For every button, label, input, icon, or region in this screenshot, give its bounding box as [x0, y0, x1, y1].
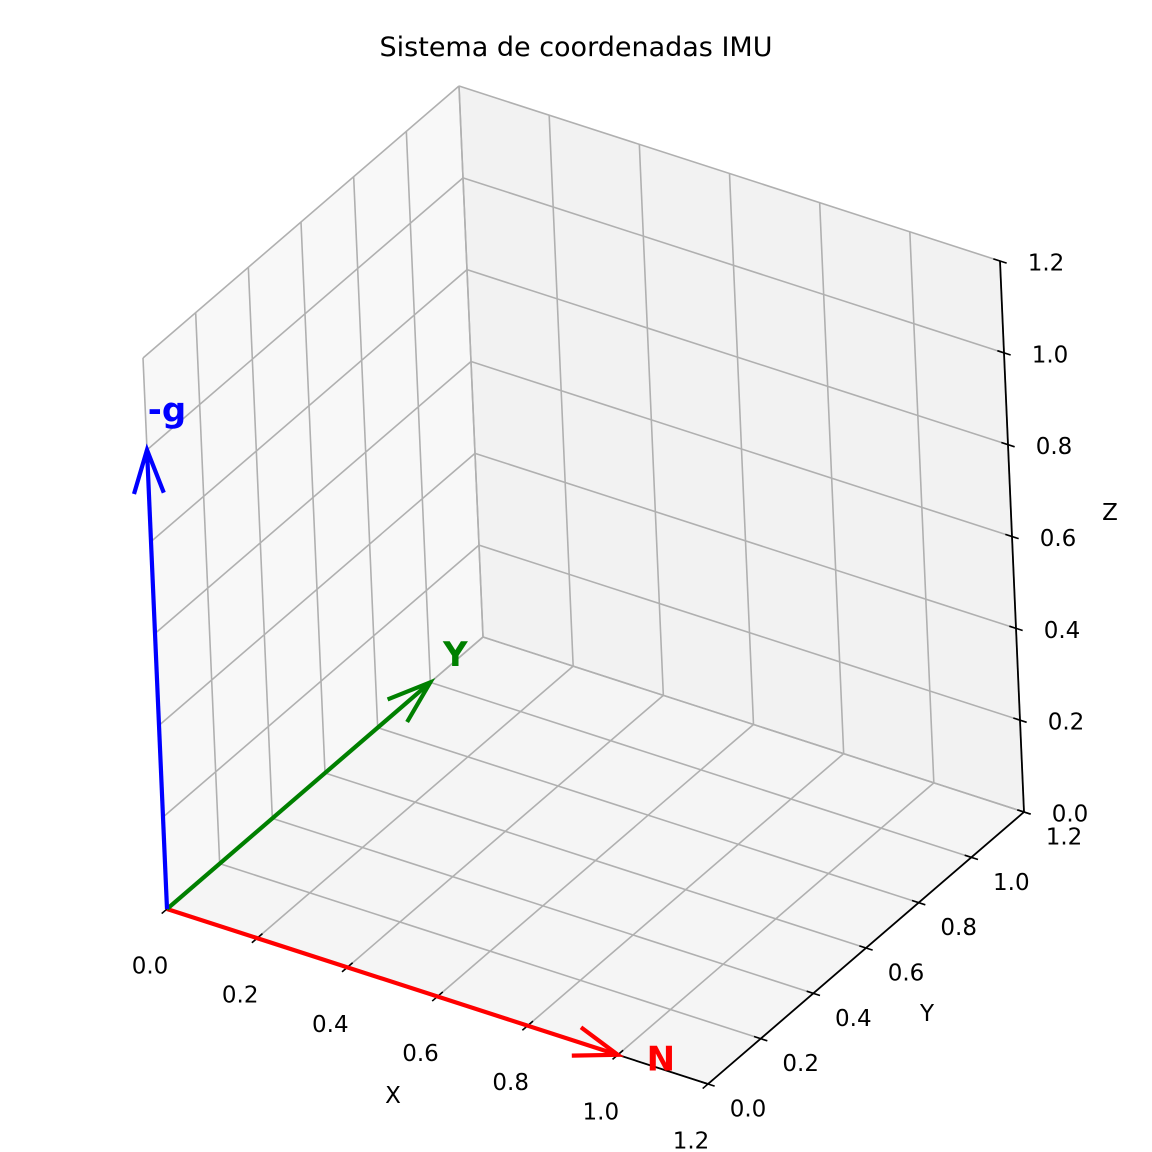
z-tick-mark	[1001, 441, 1015, 448]
vector-shaft	[166, 907, 619, 1057]
y-tick-label: 0.4	[835, 1006, 872, 1032]
x-tick-label: 1.2	[673, 1129, 710, 1152]
z-tick-mark	[1017, 809, 1031, 815]
vector-arrowhead	[131, 443, 166, 495]
grid-line-z-back	[482, 636, 1025, 813]
y-tick-mark	[753, 1035, 768, 1042]
z-tick-mark	[1005, 533, 1019, 540]
vector-shaft	[144, 449, 170, 910]
tick-labels: 0.00.20.40.60.81.01.20.00.20.40.60.81.01…	[132, 251, 1089, 1152]
x-tick-label: 1.0	[583, 1099, 620, 1125]
grid-line-z-back	[462, 177, 1005, 354]
y-tick-label: 1.2	[1046, 825, 1083, 851]
vector-shaft	[165, 680, 432, 911]
grid-line-y-floor	[377, 726, 919, 904]
grid-line-y-floor	[219, 862, 761, 1040]
z-tick-mark	[1009, 625, 1023, 632]
vector-0: N	[166, 907, 675, 1079]
vector-label: Y	[442, 635, 468, 675]
vector-label: N	[647, 1039, 675, 1079]
grid-line-y-floor	[324, 772, 867, 949]
chart-title: Sistema de coordenadas IMU	[380, 32, 773, 63]
z-tick-label: 0.6	[1040, 526, 1077, 552]
y-tick-mark	[701, 1081, 715, 1087]
vector-label: -g	[148, 390, 186, 430]
grid-line-z-left	[146, 177, 464, 451]
y-tick-mark	[964, 854, 979, 861]
x-axis-label: X	[385, 1083, 401, 1109]
z-tick-mark	[997, 349, 1011, 356]
y-tick-label: 0.8	[940, 915, 977, 941]
vector-arrowhead	[571, 1025, 624, 1058]
grid-line-z-left	[158, 452, 476, 726]
y-tick-mark	[806, 990, 821, 997]
vectors: N Y -g	[131, 390, 675, 1079]
grid-line-y-floor	[430, 681, 972, 859]
vector-arrowhead	[386, 678, 436, 724]
z-tick-label: 0.2	[1048, 710, 1085, 736]
y-axis-label: Y	[919, 1001, 935, 1027]
grid-line-z-back	[478, 544, 1021, 721]
grid-line-z-left	[162, 544, 480, 818]
grid-line-y-floor	[272, 817, 814, 995]
z-tick-mark	[993, 258, 1007, 264]
grid-line-z-left	[150, 269, 468, 543]
y-tick-label: 0.0	[730, 1097, 767, 1123]
grid-line-z-back	[466, 268, 1009, 446]
z-tick-label: 0.0	[1052, 802, 1089, 828]
grid-line-z-back	[470, 360, 1013, 538]
z-tick-mark	[1013, 717, 1027, 724]
x-tick-label: 0.0	[132, 954, 169, 980]
x-tick-label: 0.2	[222, 983, 259, 1009]
grid-line-z-back	[474, 452, 1017, 630]
y-tick-mark	[911, 899, 926, 906]
grid-line-z-left	[142, 85, 460, 359]
grid-line-z-left	[154, 360, 472, 635]
axis-panes	[142, 84, 1026, 1085]
y-tick-label: 1.0	[993, 870, 1030, 896]
y-tick-label: 0.6	[888, 961, 925, 987]
grid-line-z-back	[458, 85, 1001, 262]
x-tick-label: 0.6	[402, 1041, 439, 1067]
z-axis-label: Z	[1102, 500, 1118, 526]
z-tick-label: 1.0	[1032, 342, 1069, 368]
y-tick-label: 0.2	[782, 1051, 819, 1077]
vector-1: Y	[165, 635, 468, 911]
y-tick-mark	[859, 945, 873, 951]
z-tick-label: 1.2	[1028, 251, 1065, 277]
x-tick-label: 0.4	[312, 1012, 349, 1038]
vector-2: -g	[131, 390, 186, 910]
z-tick-label: 0.4	[1044, 618, 1081, 644]
z-tick-label: 0.8	[1036, 434, 1073, 460]
x-tick-label: 0.8	[492, 1070, 529, 1096]
